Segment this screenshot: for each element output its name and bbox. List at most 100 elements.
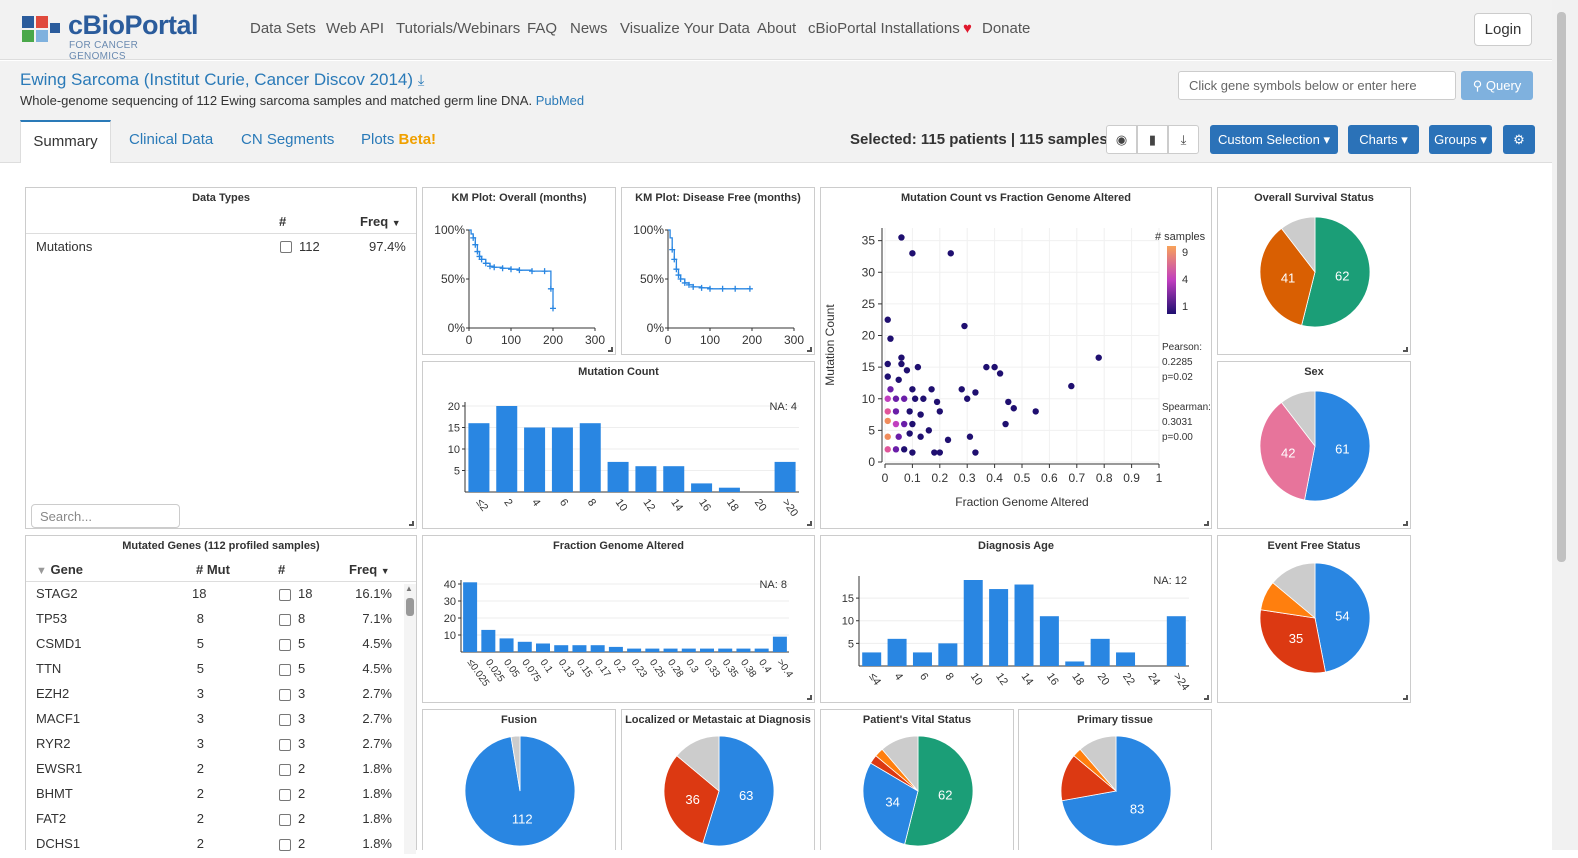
table-row[interactable]: CSMD1 5 5 4.5% (26, 633, 404, 658)
tab-plots[interactable]: Plots Beta! (361, 131, 437, 148)
fusion-pie[interactable]: 112 (423, 730, 617, 851)
nav-about[interactable]: About (757, 20, 797, 37)
table-row[interactable]: RYR2 3 3 2.7% (26, 733, 404, 758)
row-checkbox[interactable] (279, 589, 291, 601)
resize-handle[interactable] (1204, 695, 1209, 700)
mutation-count-chart[interactable]: 5 10 15 20 ≤2 2 4 6 8 10 12 14 16 18 20 >20 NA: 4 (423, 382, 816, 528)
filter-icon[interactable]: ▼ (36, 565, 47, 577)
resize-handle[interactable] (1403, 347, 1408, 352)
gene-name[interactable]: FAT2 (36, 811, 67, 826)
row-checkbox[interactable] (279, 689, 291, 701)
page-scrollbar-thumb[interactable] (1557, 12, 1566, 562)
row-checkbox[interactable] (279, 714, 291, 726)
query-button[interactable]: ⚲ Query (1461, 71, 1533, 100)
row-checkbox[interactable] (279, 664, 291, 676)
nav-data-sets[interactable]: Data Sets (250, 20, 316, 37)
login-button[interactable]: Login (1474, 13, 1532, 46)
table-row[interactable]: DCHS1 2 2 1.8% (26, 833, 404, 858)
scroll-up-icon[interactable]: ▲ (405, 584, 413, 593)
resize-handle[interactable] (1403, 695, 1408, 700)
col-freq[interactable]: Freq ▼ (360, 214, 401, 229)
event-free-pie[interactable]: 54 35 (1218, 556, 1412, 702)
table-row[interactable]: EZH2 3 3 2.7% (26, 683, 404, 708)
resize-handle[interactable] (608, 347, 613, 352)
resize-handle[interactable] (1204, 521, 1209, 526)
search-input[interactable]: Search... (31, 504, 180, 528)
km-overall-chart[interactable]: 0% 50% 100% 0 100 200 300 (423, 208, 617, 354)
censor-mark (487, 263, 493, 270)
gene-name[interactable]: CSMD1 (36, 636, 82, 651)
nav-news[interactable]: News (570, 20, 608, 37)
table-scrollbar[interactable]: ▲ (404, 584, 416, 854)
nav-visualize[interactable]: Visualize Your Data (620, 20, 750, 37)
resize-handle[interactable] (807, 347, 812, 352)
bar (1065, 661, 1085, 666)
table-row[interactable]: EWSR1 2 2 1.8% (26, 758, 404, 783)
tab-summary[interactable]: Summary (20, 120, 111, 163)
sex-pie[interactable]: 61 42 (1218, 382, 1412, 528)
gene-name[interactable]: RYR2 (36, 736, 71, 751)
custom-selection-button[interactable]: Custom Selection ▾ (1210, 125, 1338, 154)
cbioportal-logo[interactable]: cBioPortal FOR CANCER GENOMICS (18, 10, 199, 62)
nav-web-api[interactable]: Web API (326, 20, 385, 37)
row-checkbox[interactable] (279, 639, 291, 651)
col-count[interactable]: # (278, 562, 286, 577)
bookmark-icon[interactable]: ▮ (1137, 125, 1168, 154)
gene-name[interactable]: EZH2 (36, 686, 70, 701)
tab-clinical-data[interactable]: Clinical Data (129, 131, 214, 148)
resize-handle[interactable] (1403, 521, 1408, 526)
col-mut[interactable]: # Mut (196, 562, 230, 577)
row-checkbox[interactable] (279, 739, 291, 751)
row-checkbox[interactable] (279, 789, 291, 801)
resize-handle[interactable] (807, 695, 812, 700)
nav-faq[interactable]: FAQ (527, 20, 558, 37)
tab-cn-segments[interactable]: CN Segments (241, 131, 335, 148)
table-row[interactable]: FAT2 2 2 1.8% (26, 808, 404, 833)
table-scrollbar-thumb[interactable] (406, 598, 414, 616)
table-row[interactable]: MACF1 3 3 2.7% (26, 708, 404, 733)
gene-name[interactable]: DCHS1 (36, 836, 81, 851)
scatter-point (892, 420, 900, 428)
table-row[interactable]: STAG2 18 18 16.1% (26, 583, 404, 608)
gene-query-input[interactable]: Click gene symbols below or enter here (1178, 71, 1456, 100)
table-row[interactable]: BHMT 2 2 1.8% (26, 783, 404, 808)
gene-name[interactable]: MACF1 (36, 711, 81, 726)
resize-handle[interactable] (409, 521, 414, 526)
localized-pie[interactable]: 63 36 (622, 730, 816, 851)
gene-name[interactable]: BHMT (36, 786, 73, 801)
download-icon[interactable]: ⤓ (1168, 125, 1199, 154)
overall-survival-pie[interactable]: 62 41 (1218, 208, 1412, 354)
user-icon[interactable]: ◉ (1106, 125, 1137, 154)
row-checkbox[interactable] (279, 814, 291, 826)
groups-button[interactable]: Groups ▾ (1429, 125, 1492, 154)
row-checkbox[interactable] (279, 614, 291, 626)
col-gene[interactable]: ▼ Gene (36, 562, 84, 577)
scatter-point (887, 386, 894, 393)
km-disease-free-chart[interactable]: 0% 50% 100% 0 100 200 300 (622, 208, 816, 354)
table-row[interactable]: TTN 5 5 4.5% (26, 658, 404, 683)
charts-button[interactable]: Charts ▾ (1348, 125, 1419, 154)
nav-installations[interactable]: cBioPortal Installations (808, 20, 960, 37)
primary-tissue-pie[interactable]: 83 (1019, 730, 1213, 851)
row-checkbox[interactable] (279, 764, 291, 776)
row-checkbox[interactable] (280, 241, 292, 253)
study-title[interactable]: Ewing Sarcoma (Institut Curie, Cancer Di… (20, 70, 425, 89)
gene-name[interactable]: TP53 (36, 611, 68, 626)
gene-name[interactable]: STAG2 (36, 586, 78, 601)
scatter-chart[interactable]: 0 0.1 0.2 0.3 0.4 0.5 0.6 0.7 0.8 0.9 105101520253… (821, 208, 1213, 528)
settings-gear-icon[interactable]: ⚙ (1503, 125, 1535, 154)
pubmed-link[interactable]: PubMed (535, 93, 585, 108)
gene-name[interactable]: EWSR1 (36, 761, 83, 776)
table-row[interactable]: TP53 8 8 7.1% (26, 608, 404, 633)
gene-name[interactable]: TTN (36, 661, 62, 676)
resize-handle[interactable] (807, 521, 812, 526)
col-freq[interactable]: Freq ▼ (349, 562, 390, 577)
row-checkbox[interactable] (279, 839, 291, 851)
col-count[interactable]: # (279, 214, 287, 229)
nav-donate[interactable]: Donate (982, 20, 1031, 37)
nav-tutorials[interactable]: Tutorials/Webinars (396, 20, 521, 37)
vital-status-pie[interactable]: 62 34 (821, 730, 1015, 851)
download-icon[interactable]: ⤓ (417, 72, 425, 89)
diagnosis-age-chart[interactable]: 5 10 15 ≤4 4 6 8 10 12 14 16 18 20 22 24 >24 NA: 12 (821, 556, 1213, 702)
